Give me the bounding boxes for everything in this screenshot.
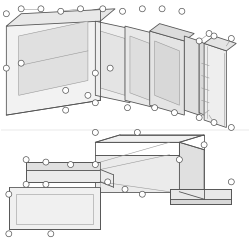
Circle shape bbox=[211, 120, 217, 126]
Circle shape bbox=[152, 105, 158, 111]
Circle shape bbox=[3, 65, 9, 71]
Circle shape bbox=[92, 70, 98, 76]
Circle shape bbox=[201, 142, 207, 148]
Circle shape bbox=[228, 124, 234, 130]
Circle shape bbox=[107, 65, 113, 71]
Polygon shape bbox=[170, 189, 231, 199]
Circle shape bbox=[23, 157, 29, 162]
Circle shape bbox=[43, 159, 49, 165]
Circle shape bbox=[134, 130, 140, 136]
Circle shape bbox=[176, 157, 182, 162]
Circle shape bbox=[23, 181, 29, 187]
Circle shape bbox=[206, 30, 212, 36]
Polygon shape bbox=[19, 21, 88, 95]
Circle shape bbox=[120, 8, 126, 14]
Polygon shape bbox=[95, 155, 180, 192]
Polygon shape bbox=[150, 31, 184, 115]
Circle shape bbox=[92, 100, 98, 106]
Circle shape bbox=[48, 231, 54, 237]
Circle shape bbox=[196, 38, 202, 44]
Polygon shape bbox=[26, 162, 100, 170]
Circle shape bbox=[228, 179, 234, 185]
Circle shape bbox=[63, 107, 69, 113]
Polygon shape bbox=[150, 24, 194, 41]
Circle shape bbox=[18, 6, 24, 12]
Circle shape bbox=[58, 8, 64, 14]
Circle shape bbox=[139, 6, 145, 12]
Circle shape bbox=[38, 6, 44, 12]
Polygon shape bbox=[26, 170, 100, 182]
Polygon shape bbox=[204, 36, 236, 51]
Circle shape bbox=[78, 6, 84, 12]
Circle shape bbox=[159, 6, 165, 12]
Polygon shape bbox=[95, 21, 130, 103]
Circle shape bbox=[122, 186, 128, 192]
Circle shape bbox=[179, 8, 185, 14]
Circle shape bbox=[139, 191, 145, 197]
Circle shape bbox=[105, 179, 111, 185]
Polygon shape bbox=[170, 199, 231, 204]
Circle shape bbox=[228, 36, 234, 42]
Circle shape bbox=[172, 110, 177, 116]
Polygon shape bbox=[180, 142, 204, 199]
Polygon shape bbox=[100, 31, 125, 95]
Circle shape bbox=[92, 162, 98, 168]
Circle shape bbox=[211, 33, 217, 39]
Circle shape bbox=[100, 6, 106, 12]
Circle shape bbox=[6, 231, 12, 237]
Polygon shape bbox=[6, 9, 100, 115]
Circle shape bbox=[92, 130, 98, 136]
Polygon shape bbox=[204, 44, 226, 128]
Circle shape bbox=[85, 92, 91, 98]
Circle shape bbox=[124, 105, 130, 111]
Circle shape bbox=[63, 88, 69, 93]
Circle shape bbox=[43, 181, 49, 187]
Polygon shape bbox=[184, 36, 199, 115]
Polygon shape bbox=[9, 187, 100, 229]
Polygon shape bbox=[130, 36, 150, 100]
Polygon shape bbox=[155, 41, 180, 105]
Polygon shape bbox=[95, 135, 204, 142]
Polygon shape bbox=[6, 9, 115, 26]
Polygon shape bbox=[199, 41, 209, 117]
Polygon shape bbox=[125, 26, 155, 108]
Circle shape bbox=[3, 11, 9, 17]
Circle shape bbox=[196, 114, 202, 120]
Circle shape bbox=[18, 60, 24, 66]
Circle shape bbox=[6, 191, 12, 197]
Circle shape bbox=[68, 162, 73, 168]
